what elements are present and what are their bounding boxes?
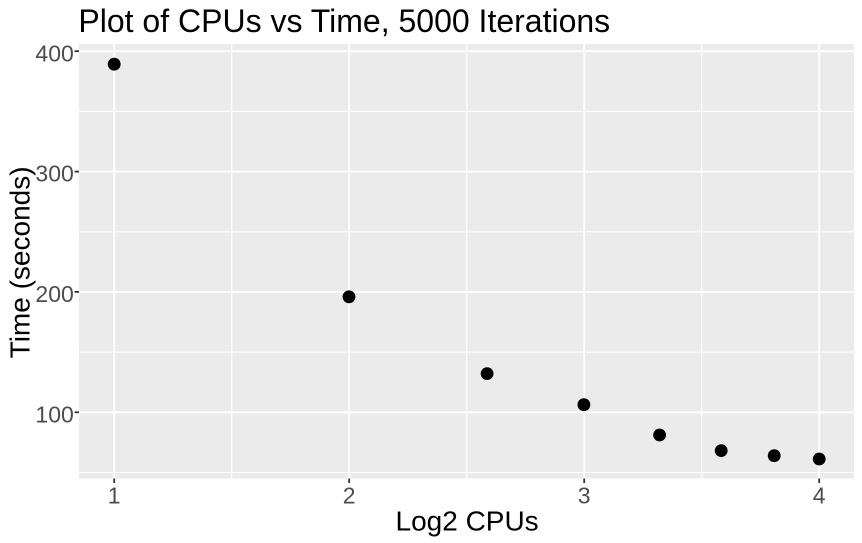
svg-text:4: 4	[813, 483, 826, 509]
svg-text:1: 1	[108, 483, 121, 509]
svg-text:Log2 CPUs: Log2 CPUs	[396, 506, 539, 537]
svg-text:3: 3	[578, 483, 591, 509]
svg-text:100: 100	[35, 401, 73, 427]
svg-text:400: 400	[35, 40, 73, 66]
svg-text:200: 200	[35, 281, 73, 307]
svg-text:2: 2	[343, 483, 356, 509]
svg-text:Time (seconds): Time (seconds)	[4, 166, 35, 358]
svg-text:300: 300	[35, 161, 73, 187]
svg-text:Plot of CPUs vs Time, 5000 Ite: Plot of CPUs vs Time, 5000 Iterations	[78, 3, 610, 39]
